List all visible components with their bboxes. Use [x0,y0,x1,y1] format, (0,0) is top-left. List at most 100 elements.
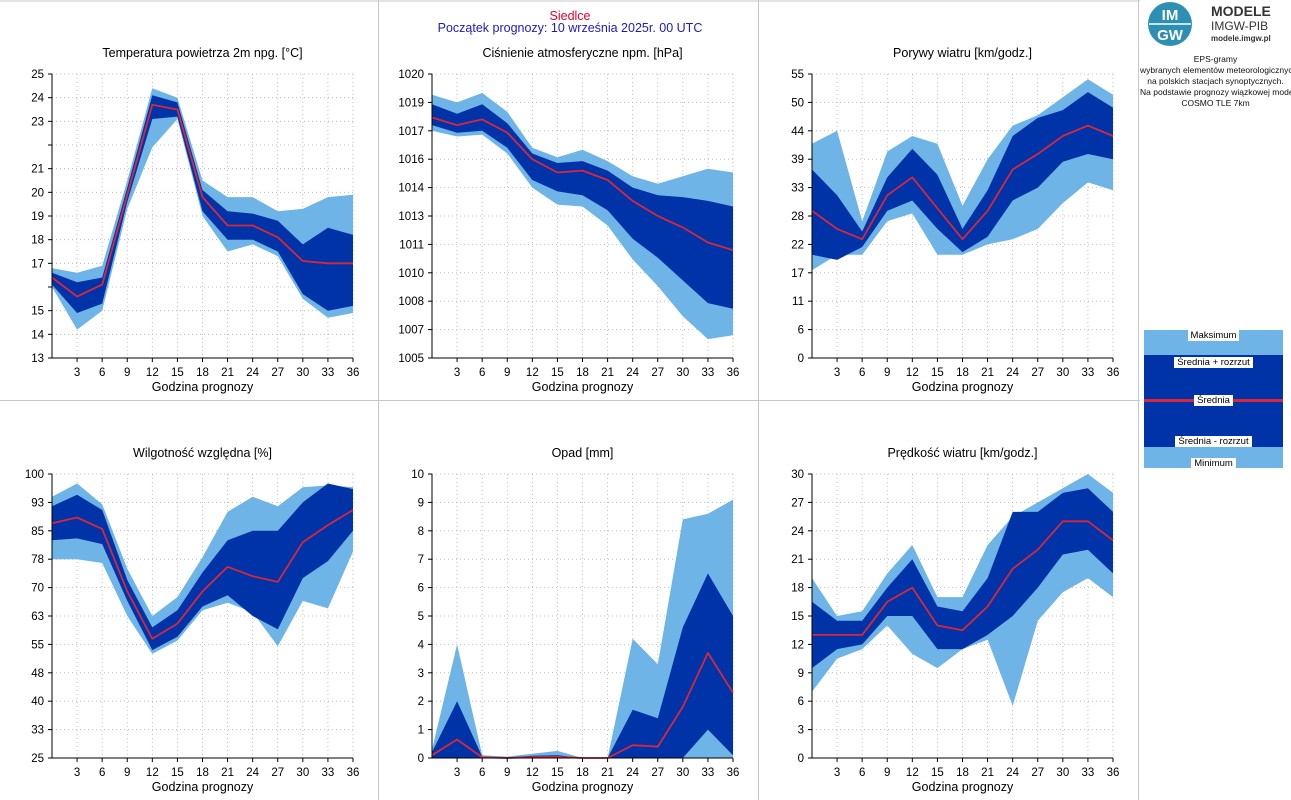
spread-band [52,95,353,313]
y-tick-label: 1020 [398,69,424,81]
imgw-badge-icon: IM GW [1148,2,1192,46]
x-tick-label: 30 [296,367,309,379]
forecast-start: Początek prognozy: 10 września 2025r. 00… [437,21,703,35]
chart-panel-3: Porywy wiatru [km/godz.]0611172228333944… [791,46,1119,394]
x-tick-label: 27 [651,767,664,779]
y-tick-label: 3 [798,725,804,737]
chart-title: Temperatura powietrza 2m npg. [°C] [102,46,302,60]
y-tick-label: 55 [791,69,804,81]
y-tick-label: 11 [792,296,804,308]
x-tick-label: 9 [504,367,510,379]
x-tick-label: 24 [246,367,259,379]
x-tick-label: 3 [834,767,840,779]
x-tick-label: 33 [322,767,335,779]
y-tick-label: 1007 [398,325,424,337]
info-line: COSMO TLE 7km [1181,98,1250,108]
y-tick-label: 8 [418,526,424,538]
x-tick-label: 6 [479,767,485,779]
y-tick-label: 15 [791,611,804,623]
envelope-band [432,499,733,758]
x-axis-label: Godzina prognozy [912,380,1014,394]
y-tick-label: 23 [31,116,44,128]
mean-line [812,520,1114,636]
y-tick-label: 1010 [398,268,424,280]
x-tick-label: 21 [601,367,614,379]
x-tick-label: 9 [124,367,130,379]
spread-band [812,488,1113,669]
x-tick-label: 3 [454,767,460,779]
x-tick-label: 3 [74,367,80,379]
x-tick-label: 15 [931,767,944,779]
y-tick-label: 9 [418,497,424,509]
x-tick-label: 18 [576,767,589,779]
y-tick-label: 0 [418,753,424,765]
y-tick-label: 30 [791,469,804,481]
chart-panel-2: Ciśnienie atmosferyczne npm. [hPa] 1005 10… [398,46,739,394]
y-tick-label: 6 [798,325,804,337]
logo-line2: IMGW-PIB [1211,19,1269,33]
x-tick-label: 21 [601,767,614,779]
y-tick-label: 6 [798,696,804,708]
info-line: na polskich stacjach synoptycznych. [1147,76,1284,86]
x-tick-label: 12 [146,367,159,379]
logo-badge-bottom: GW [1157,27,1184,44]
y-tick-label: 39 [791,154,804,166]
info-line: wybranych elementów meteorologicznych [1140,65,1291,75]
y-tick-label: 0 [798,753,804,765]
chart-title: Ciśnienie atmosferyczne npm. [hPa] [482,46,682,60]
chart-title: Opad [mm] [552,446,614,460]
y-tick-label: 20 [31,187,44,199]
x-tick-label: 33 [702,767,715,779]
y-tick-label: 50 [791,97,804,109]
y-tick-label: 24 [31,93,44,105]
spread-band [432,573,733,758]
y-tick-label: 13 [31,353,44,365]
x-tick-label: 24 [626,767,639,779]
x-tick-label: 27 [1031,367,1044,379]
y-tick-label: 100 [25,469,44,481]
y-tick-label: 1019 [398,97,424,109]
x-tick-label: 30 [1056,367,1069,379]
legend-min-label: Minimum [1191,458,1236,469]
chart-title: Porywy wiatru [km/godz.] [893,46,1032,60]
spread-band [812,92,1113,260]
legend-mean-plus-label: Średnia + rozrzut [1174,357,1253,368]
imgw-logo: IM GW MODELE IMGW-PIB modele.imgw.pl [1145,0,1291,48]
x-tick-label: 12 [906,767,919,779]
x-tick-label: 9 [124,767,130,779]
y-tick-label: 12 [791,639,804,651]
station-name: Siedlce [549,9,591,23]
x-tick-label: 30 [1056,767,1069,779]
info-text: EPS-gramy wybranych elementów meteorolog… [1140,54,1291,109]
x-tick-label: 21 [221,767,234,779]
y-tick-label: 21 [791,554,804,566]
chart-title: Wilgotność względna [%] [133,446,272,460]
y-tick-label: 14 [31,329,44,341]
x-tick-label: 24 [246,767,259,779]
eps-chart-grid: Temperatura powietrza 2m npg. [°C]131415… [0,0,1140,800]
y-tick-label: 1008 [398,296,424,308]
y-tick-label: 44 [791,126,804,138]
x-tick-label: 33 [1082,367,1095,379]
y-tick-label: 40 [31,696,44,708]
y-tick-label: 70 [31,583,44,595]
info-line: EPS-gramy [1193,54,1238,64]
x-tick-label: 3 [454,367,460,379]
y-tick-label: 93 [31,497,44,509]
y-tick-label: 18 [31,235,44,247]
logo-line1: MODELE [1211,3,1271,19]
legend-mean-minus-label: Średnia - rozrzut [1175,436,1252,447]
mean-line [51,509,354,640]
y-tick-label: 10 [411,469,424,481]
x-tick-label: 27 [271,367,284,379]
y-tick-label: 1 [418,725,424,737]
x-tick-label: 9 [884,767,890,779]
chart-panel-1: Temperatura powietrza 2m npg. [°C] 13 14 15… [31,46,359,394]
x-tick-label: 12 [146,767,159,779]
x-tick-label: 24 [1006,367,1019,379]
legend-mean-label: Średnia [1194,395,1233,406]
mean-line [431,116,734,251]
y-tick-label: 3 [418,668,424,680]
x-tick-label: 21 [981,767,994,779]
